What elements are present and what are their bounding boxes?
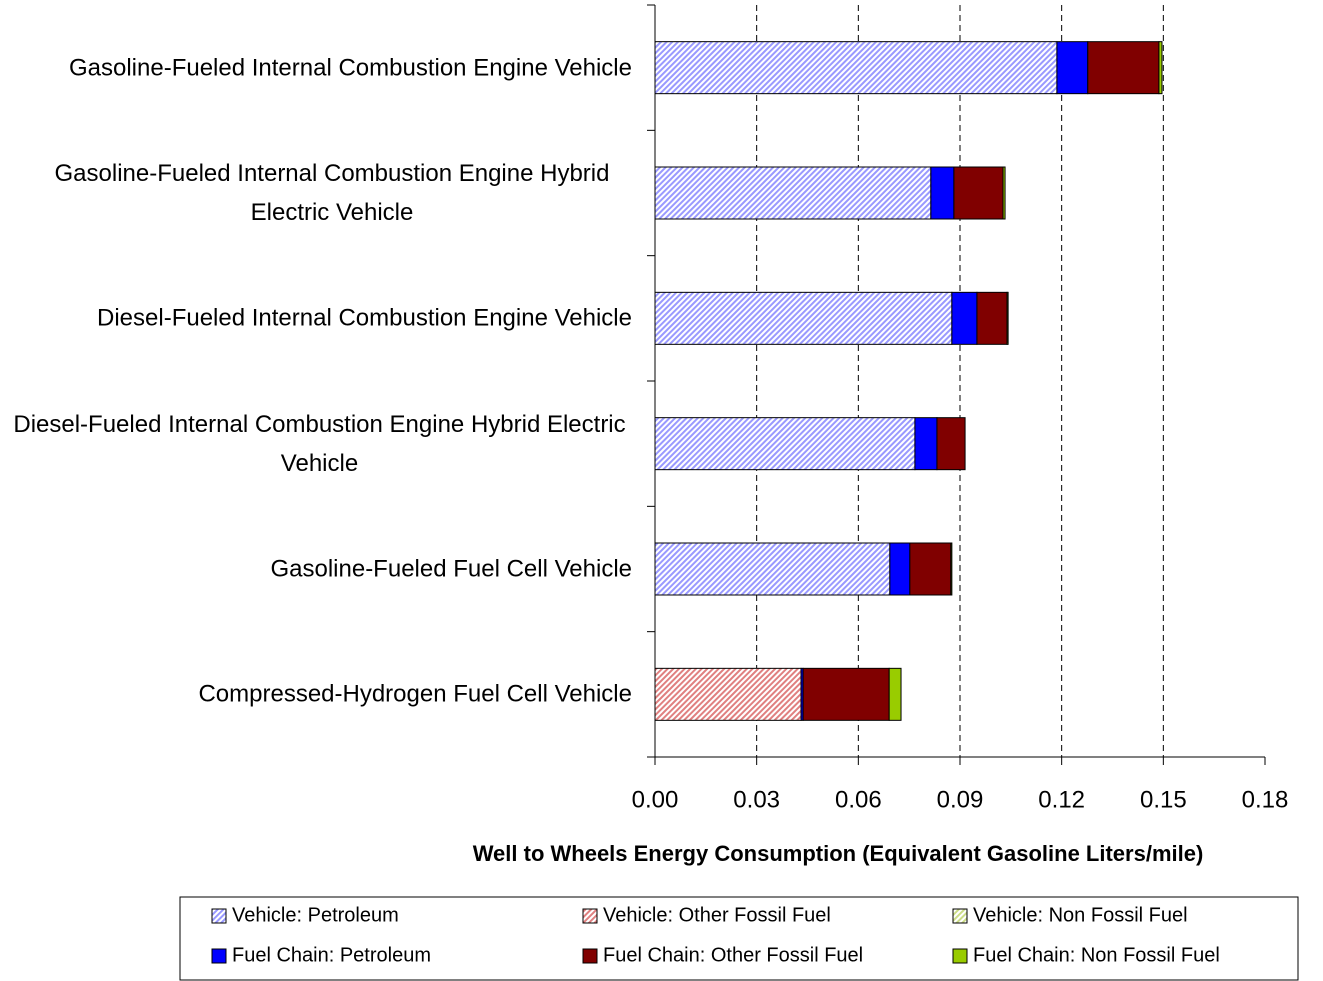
legend-label: Fuel Chain: Petroleum [232, 944, 431, 966]
bar-segment [654, 166, 932, 220]
legend-swatch [582, 908, 598, 924]
legend-box [179, 896, 1299, 981]
x-tick-label: 0.03 [733, 786, 780, 813]
bar-segment [1002, 166, 1006, 220]
legend-label: Fuel Chain: Non Fossil Fuel [973, 944, 1220, 966]
legend-label: Vehicle: Other Fossil Fuel [603, 904, 831, 926]
legend-swatch [211, 908, 227, 924]
bar-segment [654, 41, 1058, 95]
bar-segment [909, 542, 952, 596]
bar-segment [1158, 41, 1163, 95]
bar-segment [654, 291, 953, 345]
legend-label: Vehicle: Non Fossil Fuel [973, 904, 1188, 926]
bar-segment [930, 166, 955, 220]
bar-segment [888, 667, 902, 721]
x-tick-label: 0.09 [937, 786, 984, 813]
legend-label: Vehicle: Petroleum [232, 904, 399, 926]
bar-segment [951, 291, 978, 345]
x-tick-label: 0.06 [835, 786, 882, 813]
y-tick-label: Gasoline-Fueled Fuel Cell Vehicle [270, 555, 632, 583]
bar-segment [1006, 291, 1009, 345]
legend-swatch [211, 948, 227, 964]
bar-segment [889, 542, 911, 596]
x-tick-label: 0.00 [632, 786, 679, 813]
bar-segment [914, 417, 938, 471]
bar-segment [976, 291, 1008, 345]
bar-segment [654, 667, 802, 721]
bar-segment [654, 542, 891, 596]
y-tick-label: Compressed-Hydrogen Fuel Cell Vehicle [198, 680, 632, 708]
y-tick-label: Gasoline-Fueled Internal Combustion Engi… [54, 160, 610, 226]
bar-segment [802, 667, 890, 721]
legend-swatch [952, 908, 968, 924]
legend-swatch [582, 948, 598, 964]
y-tick-label: Diesel-Fueled Internal Combustion Engine… [97, 304, 632, 332]
bar-segment [654, 417, 916, 471]
x-tick-label: 0.12 [1038, 786, 1085, 813]
y-tick-label: Gasoline-Fueled Internal Combustion Engi… [68, 54, 632, 82]
bar-segment [953, 166, 1004, 220]
x-axis-title: Well to Wheels Energy Consumption (Equiv… [473, 841, 1204, 866]
y-tick-label: Diesel-Fueled Internal Combustion Engine… [13, 410, 626, 477]
bar-segment [936, 417, 966, 471]
x-tick-label: 0.15 [1140, 786, 1187, 813]
legend-swatch [952, 948, 968, 964]
bar-segment [950, 542, 953, 596]
bar-segment [1087, 41, 1160, 95]
x-tick-label: 0.18 [1242, 786, 1289, 813]
bar-segment [1056, 41, 1089, 95]
legend-label: Fuel Chain: Other Fossil Fuel [603, 944, 863, 966]
